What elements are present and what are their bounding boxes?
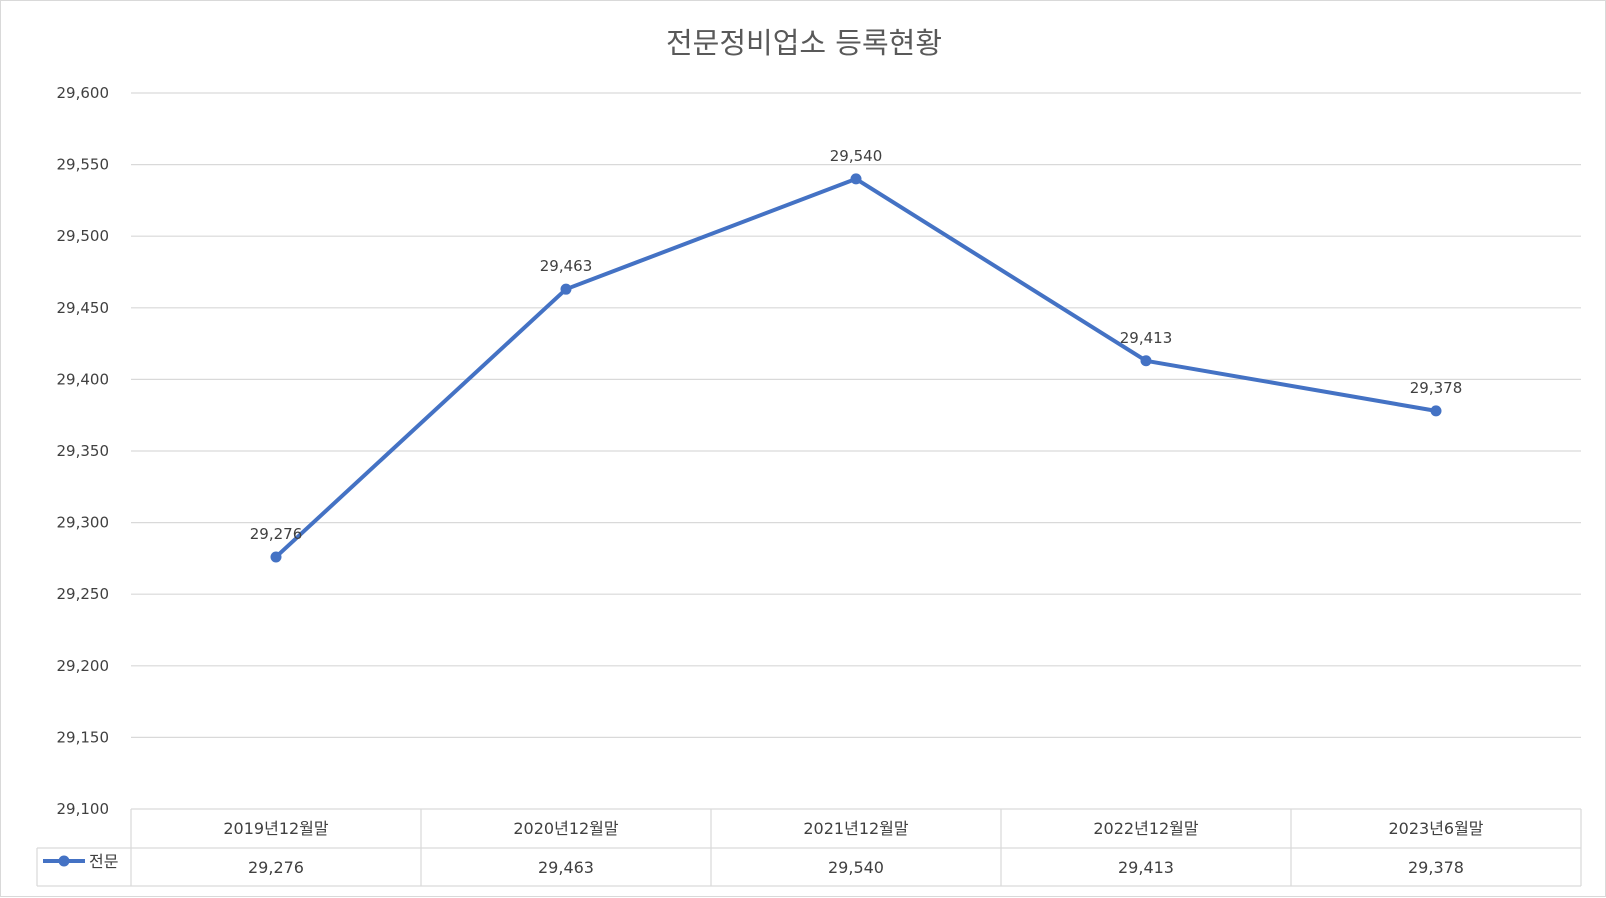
y-tick-label: 29,600 xyxy=(57,84,110,102)
data-point xyxy=(270,551,282,563)
legend-label: 전문 xyxy=(89,852,118,871)
data-labels: 29,276 29,463 29,540 29,413 29,378 xyxy=(250,147,1463,543)
table-value: 29,463 xyxy=(538,858,594,877)
y-tick-label: 29,100 xyxy=(57,800,110,818)
data-point xyxy=(1140,355,1152,367)
y-tick-label: 29,250 xyxy=(57,585,110,603)
y-tick-label: 29,450 xyxy=(57,299,110,317)
table-value: 29,540 xyxy=(828,858,884,877)
gridlines xyxy=(131,92,1581,739)
y-tick-label: 29,350 xyxy=(57,442,110,460)
data-label: 29,463 xyxy=(540,257,593,275)
chart-title: 전문정비업소 등록현황 xyxy=(666,26,942,60)
data-point xyxy=(1430,405,1442,417)
y-tick-label: 29,400 xyxy=(57,370,110,388)
category-header: 2019년12월말 xyxy=(223,819,329,838)
category-header: 2020년12월말 xyxy=(513,819,619,838)
data-label: 29,378 xyxy=(1410,379,1463,397)
data-label: 29,540 xyxy=(830,147,883,165)
table-value: 29,413 xyxy=(1118,858,1174,877)
category-header: 2023년6월말 xyxy=(1388,819,1483,838)
y-tick-label: 29,300 xyxy=(57,514,110,532)
y-axis-tick-labels: 29,100 29,150 29,200 29,250 29,300 29,350 29,4… xyxy=(57,84,110,818)
category-header: 2022년12월말 xyxy=(1093,819,1199,838)
table-value: 29,276 xyxy=(248,858,304,877)
data-point xyxy=(850,173,862,185)
data-label: 29,413 xyxy=(1120,329,1173,347)
data-label: 29,276 xyxy=(250,525,303,543)
category-header: 2021년12월말 xyxy=(803,819,909,838)
data-table: 2019년12월말 29,276 2020년12월말 29,463 2021년12월말 2… xyxy=(36,808,1582,887)
y-tick-label: 29,150 xyxy=(57,728,110,746)
data-point xyxy=(560,283,572,295)
table-value: 29,378 xyxy=(1408,858,1464,877)
y-tick-label: 29,200 xyxy=(57,657,110,675)
y-tick-label: 29,500 xyxy=(57,227,110,245)
legend-marker xyxy=(58,855,70,867)
data-points xyxy=(270,173,1442,563)
y-tick-label: 29,550 xyxy=(57,156,110,174)
